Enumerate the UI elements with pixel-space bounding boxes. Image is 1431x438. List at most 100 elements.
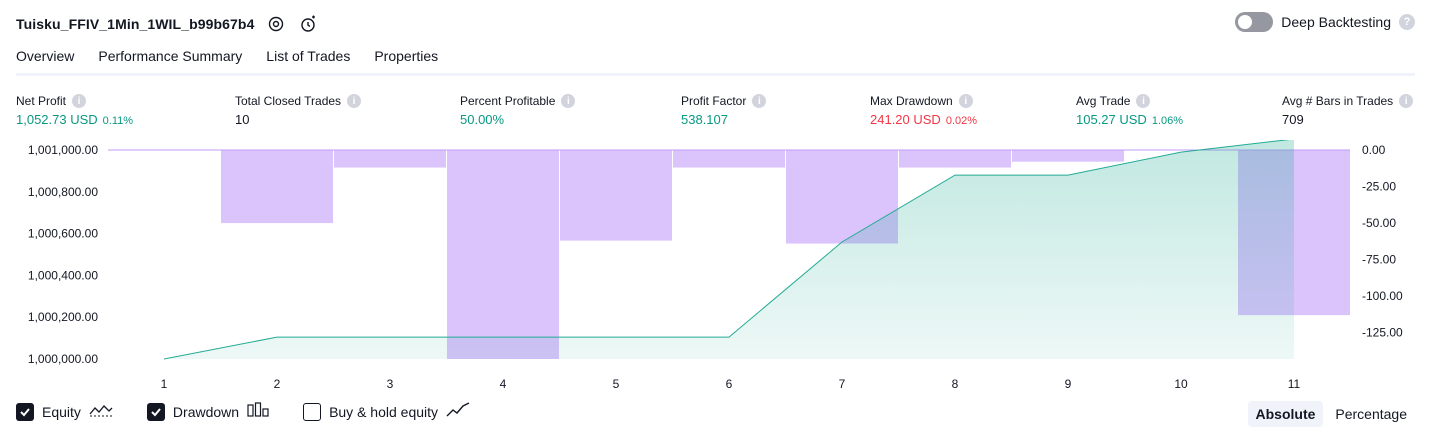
- drawdown-bar: [560, 150, 672, 241]
- right-tick-label: -25.00: [1362, 180, 1396, 194]
- info-icon[interactable]: i: [561, 94, 576, 108]
- metric-value: 105.27 USD: [1076, 112, 1147, 127]
- metric-label: Avg # Bars in Trades: [1282, 94, 1394, 108]
- metrics-row: Net Profit i 1,052.73 USD 0.11% Total Clos…: [16, 94, 1416, 134]
- x-tick-label: 1: [161, 377, 168, 391]
- percentage-button[interactable]: Percentage: [1335, 406, 1407, 422]
- strategy-header: Tuisku_FFIV_1Min_1WIL_b99b67b4: [16, 10, 318, 38]
- metric-total-closed-trades: Total Closed Trades i 10: [235, 94, 362, 127]
- help-icon[interactable]: ?: [1399, 14, 1415, 30]
- deep-backtesting-label: Deep Backtesting: [1281, 14, 1391, 30]
- right-tick-label: -75.00: [1362, 253, 1396, 267]
- scale-switch: Absolute Percentage: [1247, 401, 1416, 427]
- tab-overview[interactable]: Overview: [16, 48, 75, 76]
- info-icon[interactable]: i: [752, 94, 767, 108]
- x-tick-label: 10: [1174, 377, 1188, 391]
- metric-label: Profit Factor: [681, 94, 747, 108]
- info-icon[interactable]: i: [1136, 94, 1151, 108]
- legend-equity[interactable]: Equity: [16, 402, 113, 421]
- metric-label: Total Closed Trades: [235, 94, 342, 108]
- deep-backtesting-toggle[interactable]: [1235, 12, 1274, 32]
- chart-legend: Equity Drawdown Buy & hold equity: [16, 402, 470, 421]
- checkbox-checked[interactable]: [146, 402, 165, 421]
- chart-svg: 1,001,000.00 1,000,800.00 1,000,600.00 1,00…: [28, 138, 1403, 391]
- drawdown-bar: [447, 150, 559, 359]
- left-tick-label: 1,001,000.00: [28, 143, 98, 157]
- metric-max-drawdown: Max Drawdown i 241.20 USD 0.02%: [870, 94, 977, 127]
- legend-label: Equity: [42, 403, 81, 420]
- alert-clock-icon[interactable]: [298, 14, 318, 34]
- x-tick-label: 11: [1288, 377, 1301, 391]
- info-icon[interactable]: i: [1399, 94, 1414, 108]
- x-tick-label: 7: [839, 377, 846, 391]
- absolute-button[interactable]: Absolute: [1247, 401, 1324, 427]
- tabs-bar: Overview Performance Summary List of Tra…: [16, 48, 438, 76]
- toggle-knob: [1238, 15, 1253, 29]
- metric-value: 538.107: [681, 112, 728, 127]
- legend-label: Drawdown: [172, 403, 240, 420]
- left-tick-label: 1,000,600.00: [28, 227, 98, 241]
- drawdown-bar: [899, 150, 1011, 168]
- drawdown-bar: [1012, 150, 1124, 162]
- metric-avg-trade: Avg Trade i 105.27 USD 1.06%: [1076, 94, 1183, 127]
- legend-drawdown[interactable]: Drawdown: [146, 402, 269, 421]
- strategy-title: Tuisku_FFIV_1Min_1WIL_b99b67b4: [16, 16, 255, 32]
- x-tick-label: 3: [387, 377, 394, 391]
- info-icon[interactable]: i: [72, 94, 87, 108]
- equity-icon: [89, 402, 113, 421]
- info-icon[interactable]: i: [347, 94, 362, 108]
- equity-drawdown-chart[interactable]: 1,001,000.00 1,000,800.00 1,000,600.00 1,00…: [0, 138, 1431, 395]
- tab-properties[interactable]: Properties: [374, 48, 439, 64]
- left-tick-label: 1,000,200.00: [28, 310, 98, 324]
- legend-buy-hold[interactable]: Buy & hold equity: [303, 402, 470, 421]
- metric-label: Avg Trade: [1076, 94, 1131, 108]
- x-axis-ticks: 1 2 3 4 5 6 7 8 9 10 11: [161, 377, 1301, 391]
- right-tick-label: -50.00: [1362, 216, 1396, 230]
- checkbox-unchecked[interactable]: [303, 402, 322, 421]
- metric-sub: 0.11%: [102, 115, 134, 127]
- metric-value: 709: [1282, 112, 1304, 127]
- legend-label: Buy & hold equity: [329, 403, 439, 420]
- metric-label: Max Drawdown: [870, 94, 953, 108]
- metric-sub: 1.06%: [1151, 115, 1184, 127]
- metric-label: Net Profit: [16, 94, 67, 108]
- tab-list-of-trades[interactable]: List of Trades: [266, 48, 351, 64]
- drawdown-bar: [673, 150, 785, 168]
- metric-value: 10: [235, 112, 250, 127]
- x-tick-label: 2: [274, 377, 281, 391]
- x-tick-label: 4: [500, 377, 507, 391]
- metric-net-profit: Net Profit i 1,052.73 USD 0.11%: [16, 94, 133, 127]
- x-tick-label: 5: [613, 377, 620, 391]
- buy-hold-icon: [446, 402, 470, 421]
- settings-gear-icon[interactable]: [266, 14, 286, 34]
- x-tick-label: 9: [1065, 377, 1072, 391]
- info-icon[interactable]: i: [958, 94, 973, 108]
- right-tick-label: 0.00: [1362, 143, 1386, 157]
- tab-performance-summary[interactable]: Performance Summary: [98, 48, 243, 64]
- metric-value: 241.20 USD: [870, 112, 941, 127]
- equity-line: [163, 138, 1295, 360]
- left-axis-ticks: 1,001,000.00 1,000,800.00 1,000,600.00 1,00…: [28, 143, 98, 366]
- metric-label: Percent Profitable: [460, 94, 556, 108]
- x-tick-label: 6: [726, 377, 733, 391]
- equity-area: [163, 138, 1295, 360]
- right-tick-label: -125.00: [1362, 326, 1403, 340]
- checkbox-checked[interactable]: [16, 402, 34, 421]
- right-axis-ticks: 0.00 -25.00 -50.00 -75.00 -100.00 -125.00: [1362, 143, 1403, 340]
- equity-area-fill: [164, 139, 1294, 359]
- metric-percent-profitable: Percent Profitable i 50.00%: [460, 94, 576, 127]
- metric-profit-factor: Profit Factor i 538.107: [681, 94, 767, 127]
- metric-sub: 0.02%: [945, 115, 978, 127]
- metric-value: 50.00%: [460, 112, 505, 127]
- drawdown-icon: [247, 402, 269, 421]
- left-tick-label: 1,000,000.00: [28, 352, 98, 366]
- right-tick-label: -100.00: [1362, 289, 1403, 303]
- left-tick-label: 1,000,400.00: [28, 268, 98, 282]
- left-tick-label: 1,000,800.00: [28, 185, 98, 199]
- tabs-divider: [16, 73, 1415, 76]
- metric-avg-bars: Avg # Bars in Trades i 709: [1282, 94, 1414, 127]
- drawdown-bar: [221, 150, 333, 224]
- x-tick-label: 8: [952, 377, 959, 391]
- deep-backtesting-control: Deep Backtesting ?: [1235, 12, 1415, 32]
- drawdown-bar: [334, 150, 446, 168]
